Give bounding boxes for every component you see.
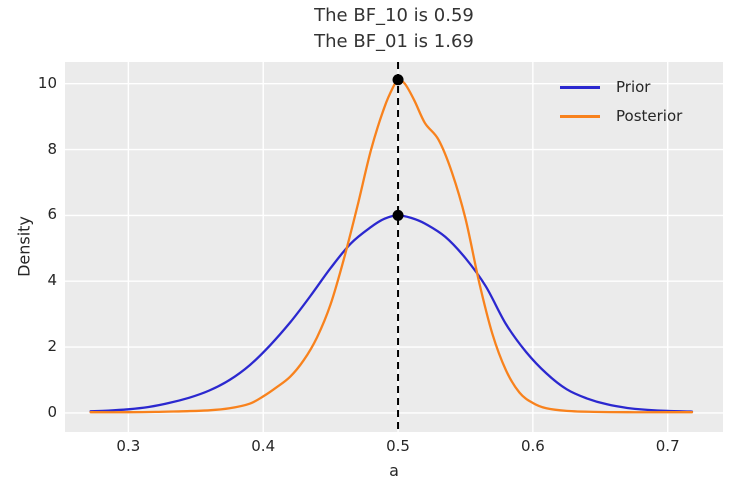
- posterior-line-swatch: [560, 114, 600, 118]
- y-tick-label: 0: [47, 402, 57, 421]
- legend-item-prior: Prior: [560, 75, 682, 99]
- axes-background: [65, 62, 723, 432]
- legend-label-prior: Prior: [616, 78, 651, 96]
- y-tick-label: 6: [47, 205, 57, 224]
- y-tick-label: 8: [47, 139, 57, 158]
- y-tick-label: 10: [37, 73, 57, 92]
- title-line-1: The BF_10 is 0.59: [314, 5, 474, 26]
- prior-curve: [89, 214, 694, 413]
- y-tick-label: 4: [47, 271, 57, 290]
- legend-label-posterior: Posterior: [616, 107, 683, 125]
- y-tick-label: 2: [47, 337, 57, 356]
- x-axis-label: a: [389, 461, 399, 480]
- x-tick-label: 0.5: [386, 437, 410, 455]
- x-tick-label: 0.7: [655, 437, 680, 455]
- x-tick-label: 0.6: [520, 437, 545, 455]
- x-tick-label: 0.3: [116, 437, 141, 455]
- peak-marker: [392, 209, 404, 221]
- legend: Prior Posterior: [560, 75, 682, 128]
- peak-marker: [392, 74, 404, 86]
- x-tick-label: 0.4: [251, 437, 276, 455]
- chart-title: The BF_10 is 0.59 The BF_01 is 1.69: [65, 3, 723, 55]
- legend-item-posterior: Posterior: [560, 104, 682, 128]
- title-line-2: The BF_01 is 1.69: [314, 31, 474, 52]
- prior-line-swatch: [560, 85, 600, 89]
